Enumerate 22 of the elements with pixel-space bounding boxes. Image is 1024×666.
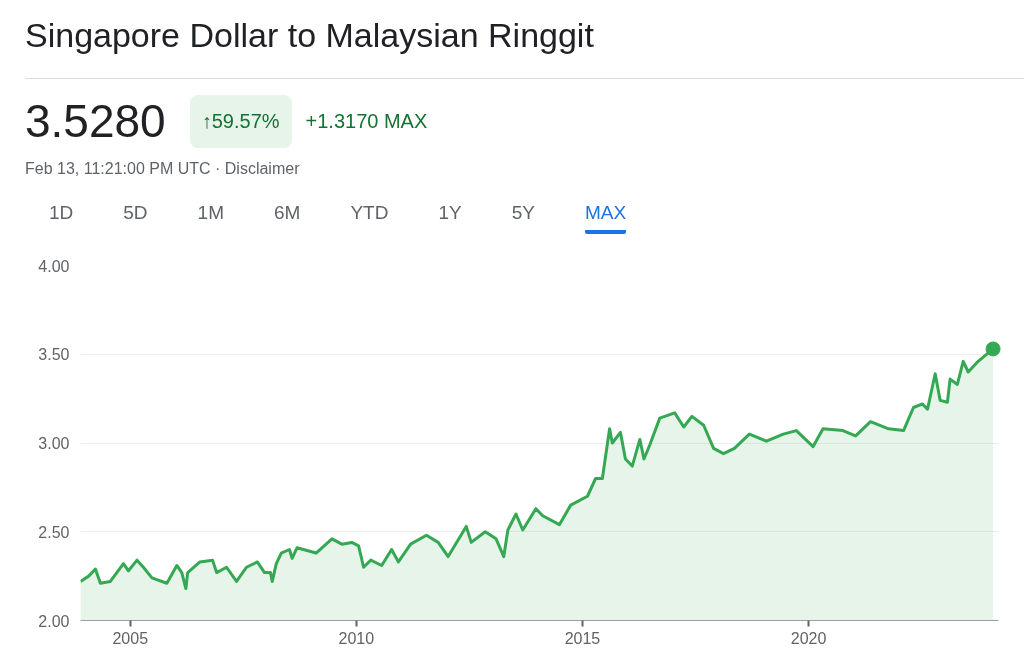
text: 1Y — [438, 201, 462, 226]
text: ↑59.57% — [189, 95, 292, 148]
chart-title: Singapore Dollar to Malaysian Ringgit — [25, 15, 595, 56]
y-tick-label: 2.50 — [38, 523, 70, 541]
text: 5Y — [511, 201, 535, 226]
text: 3.5280 — [25, 93, 166, 149]
y-tick-label: 3.50 — [38, 346, 70, 364]
x-tick-label: 2015 — [564, 629, 601, 647]
text: YTD — [350, 201, 389, 226]
text: 5D — [123, 201, 148, 226]
text: Feb 13, 11:21:00 PM UTC · Disclaimer — [25, 159, 301, 180]
y-tick-label: 2.00 — [38, 612, 70, 630]
x-tick-label: 2020 — [790, 629, 827, 647]
text: 6M — [274, 201, 301, 226]
text: 1M — [197, 201, 224, 226]
x-tick-label: 2010 — [338, 629, 375, 647]
y-tick-label: 3.00 — [38, 435, 70, 452]
text: MAX — [584, 199, 627, 235]
text: 1D — [49, 201, 74, 226]
x-tick-label: 2005 — [112, 629, 149, 647]
text: +1.3170 MAX — [305, 109, 428, 135]
y-tick-label: 4.00 — [38, 257, 70, 275]
